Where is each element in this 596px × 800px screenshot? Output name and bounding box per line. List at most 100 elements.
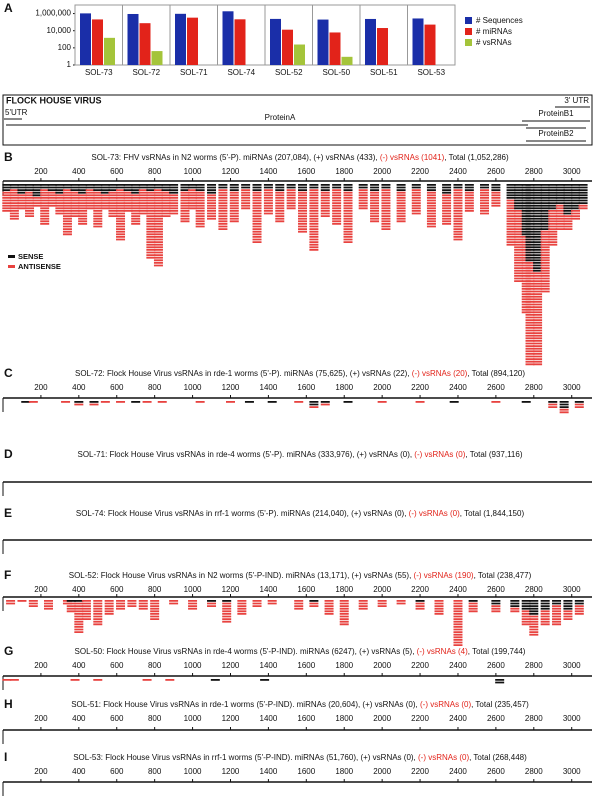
x-tick-label: 2000 bbox=[373, 767, 391, 776]
antisense-reads bbox=[40, 189, 50, 225]
legend-label: # miRNAs bbox=[476, 27, 512, 36]
legend-swatch bbox=[465, 39, 472, 46]
antisense-reads bbox=[9, 679, 19, 681]
antisense-reads bbox=[426, 191, 436, 228]
x-tick-label: 2200 bbox=[411, 585, 429, 594]
antisense-reads bbox=[241, 189, 251, 210]
antisense-reads bbox=[320, 191, 330, 217]
antisense-reads bbox=[74, 403, 84, 406]
sense-reads bbox=[207, 184, 217, 194]
x-tick-label: 1200 bbox=[222, 767, 240, 776]
antisense-reads bbox=[17, 600, 27, 602]
antisense-reads bbox=[55, 194, 65, 215]
x-tick-label: 600 bbox=[110, 661, 124, 670]
x-tick-label: 1200 bbox=[222, 661, 240, 670]
panel-title: SOL-73: FHV vsRNAs in N2 worms (5'-P). m… bbox=[91, 153, 509, 162]
sense-reads bbox=[267, 401, 277, 403]
antisense-reads bbox=[131, 194, 141, 225]
antisense-reads bbox=[491, 605, 501, 613]
panel-title: SOL-53: Flock House Virus vsRNAs in rrf-… bbox=[73, 753, 527, 762]
sense-reads bbox=[2, 184, 12, 191]
antisense-reads bbox=[324, 600, 334, 615]
sense-reads bbox=[146, 184, 156, 191]
antisense-reads bbox=[381, 189, 391, 230]
panel-title: SOL-72: Flock House Virus vsRNAs in rde-… bbox=[75, 369, 525, 378]
antisense-reads bbox=[157, 401, 167, 403]
bar bbox=[341, 56, 353, 65]
antisense-reads bbox=[108, 191, 118, 217]
antisense-reads bbox=[237, 600, 247, 615]
title-part: SOL-50: Flock House Virus vsRNAs in rde-… bbox=[75, 647, 417, 656]
antisense-reads bbox=[415, 602, 425, 610]
antisense-reads bbox=[222, 602, 232, 623]
antisense-reads bbox=[548, 210, 558, 246]
sense-reads bbox=[555, 184, 565, 204]
sense-reads bbox=[415, 600, 425, 602]
title-part: , Total (268,448) bbox=[469, 753, 527, 762]
y-tick-label: 1 bbox=[67, 60, 72, 69]
y-tick-label: 10,000 bbox=[47, 26, 72, 35]
x-tick-label: 1000 bbox=[184, 661, 202, 670]
antisense-reads bbox=[161, 191, 171, 217]
x-tick-label: 1800 bbox=[335, 767, 353, 776]
antisense-reads bbox=[578, 204, 588, 210]
antisense-reads bbox=[153, 189, 163, 267]
antisense-reads bbox=[127, 600, 137, 607]
panel-label: A bbox=[4, 1, 13, 15]
antisense-reads bbox=[116, 600, 126, 610]
antisense-reads bbox=[252, 600, 262, 607]
sense-reads bbox=[309, 600, 319, 602]
antisense-reads bbox=[78, 194, 88, 225]
bar bbox=[151, 51, 163, 65]
x-tick-label: 1600 bbox=[297, 585, 315, 594]
x-tick-label: 2800 bbox=[525, 585, 543, 594]
panel-label: I bbox=[4, 750, 7, 764]
sense-reads bbox=[275, 184, 285, 191]
panel-title: SOL-50: Flock House Virus vsRNAs in rde-… bbox=[75, 647, 526, 656]
sense-reads bbox=[47, 184, 57, 191]
antisense-reads bbox=[267, 600, 277, 605]
bar bbox=[127, 13, 139, 65]
x-tick-label: 1800 bbox=[335, 585, 353, 594]
sense-reads bbox=[396, 184, 406, 191]
antisense-reads bbox=[74, 602, 84, 633]
antisense-reads bbox=[506, 199, 516, 246]
sense-reads bbox=[210, 679, 220, 681]
title-part: SOL-52: Flock House Virus vsRNAs in N2 w… bbox=[69, 571, 414, 580]
antisense-reads bbox=[358, 189, 368, 210]
legend-label: ANTISENSE bbox=[18, 262, 61, 271]
antisense-reads bbox=[180, 191, 190, 223]
x-tick-label: 600 bbox=[110, 714, 124, 723]
x-tick-label: 1200 bbox=[222, 714, 240, 723]
sense-reads bbox=[74, 600, 84, 602]
panel-label: C bbox=[4, 366, 13, 380]
antisense-reads bbox=[188, 189, 198, 210]
antisense-reads bbox=[529, 615, 539, 636]
x-tick-label: 3000 bbox=[563, 767, 581, 776]
bar bbox=[412, 18, 424, 66]
x-tick-label: 2800 bbox=[525, 661, 543, 670]
bar bbox=[234, 19, 246, 65]
bar bbox=[294, 44, 305, 65]
genome-title: FLOCK HOUSE VIRUS bbox=[6, 95, 102, 105]
x-tick-label: 3000 bbox=[563, 383, 581, 392]
legend-swatch bbox=[465, 28, 472, 35]
antisense-reads bbox=[142, 679, 152, 681]
x-tick-label: SOL-53 bbox=[417, 68, 445, 77]
x-tick-label: 2800 bbox=[525, 167, 543, 176]
x-tick-label: 1000 bbox=[184, 383, 202, 392]
panel-title: SOL-51: Flock House Virus vsRNAs in rde-… bbox=[71, 700, 529, 709]
x-tick-label: 400 bbox=[72, 383, 86, 392]
antisense-reads bbox=[442, 194, 452, 225]
antisense-reads bbox=[252, 191, 262, 243]
title-part: (-) vsRNAs (0) bbox=[409, 509, 460, 518]
x-tick-label: 2000 bbox=[373, 585, 391, 594]
protein-b2-label: ProteinB2 bbox=[538, 129, 574, 138]
x-tick-label: 3000 bbox=[563, 661, 581, 670]
sense-reads bbox=[514, 184, 524, 210]
x-tick-label: 400 bbox=[72, 661, 86, 670]
x-tick-label: 800 bbox=[148, 661, 162, 670]
panel-title: SOL-74: Flock House Virus vsRNAs in rrf-… bbox=[76, 509, 525, 518]
x-tick-label: SOL-72 bbox=[132, 68, 160, 77]
